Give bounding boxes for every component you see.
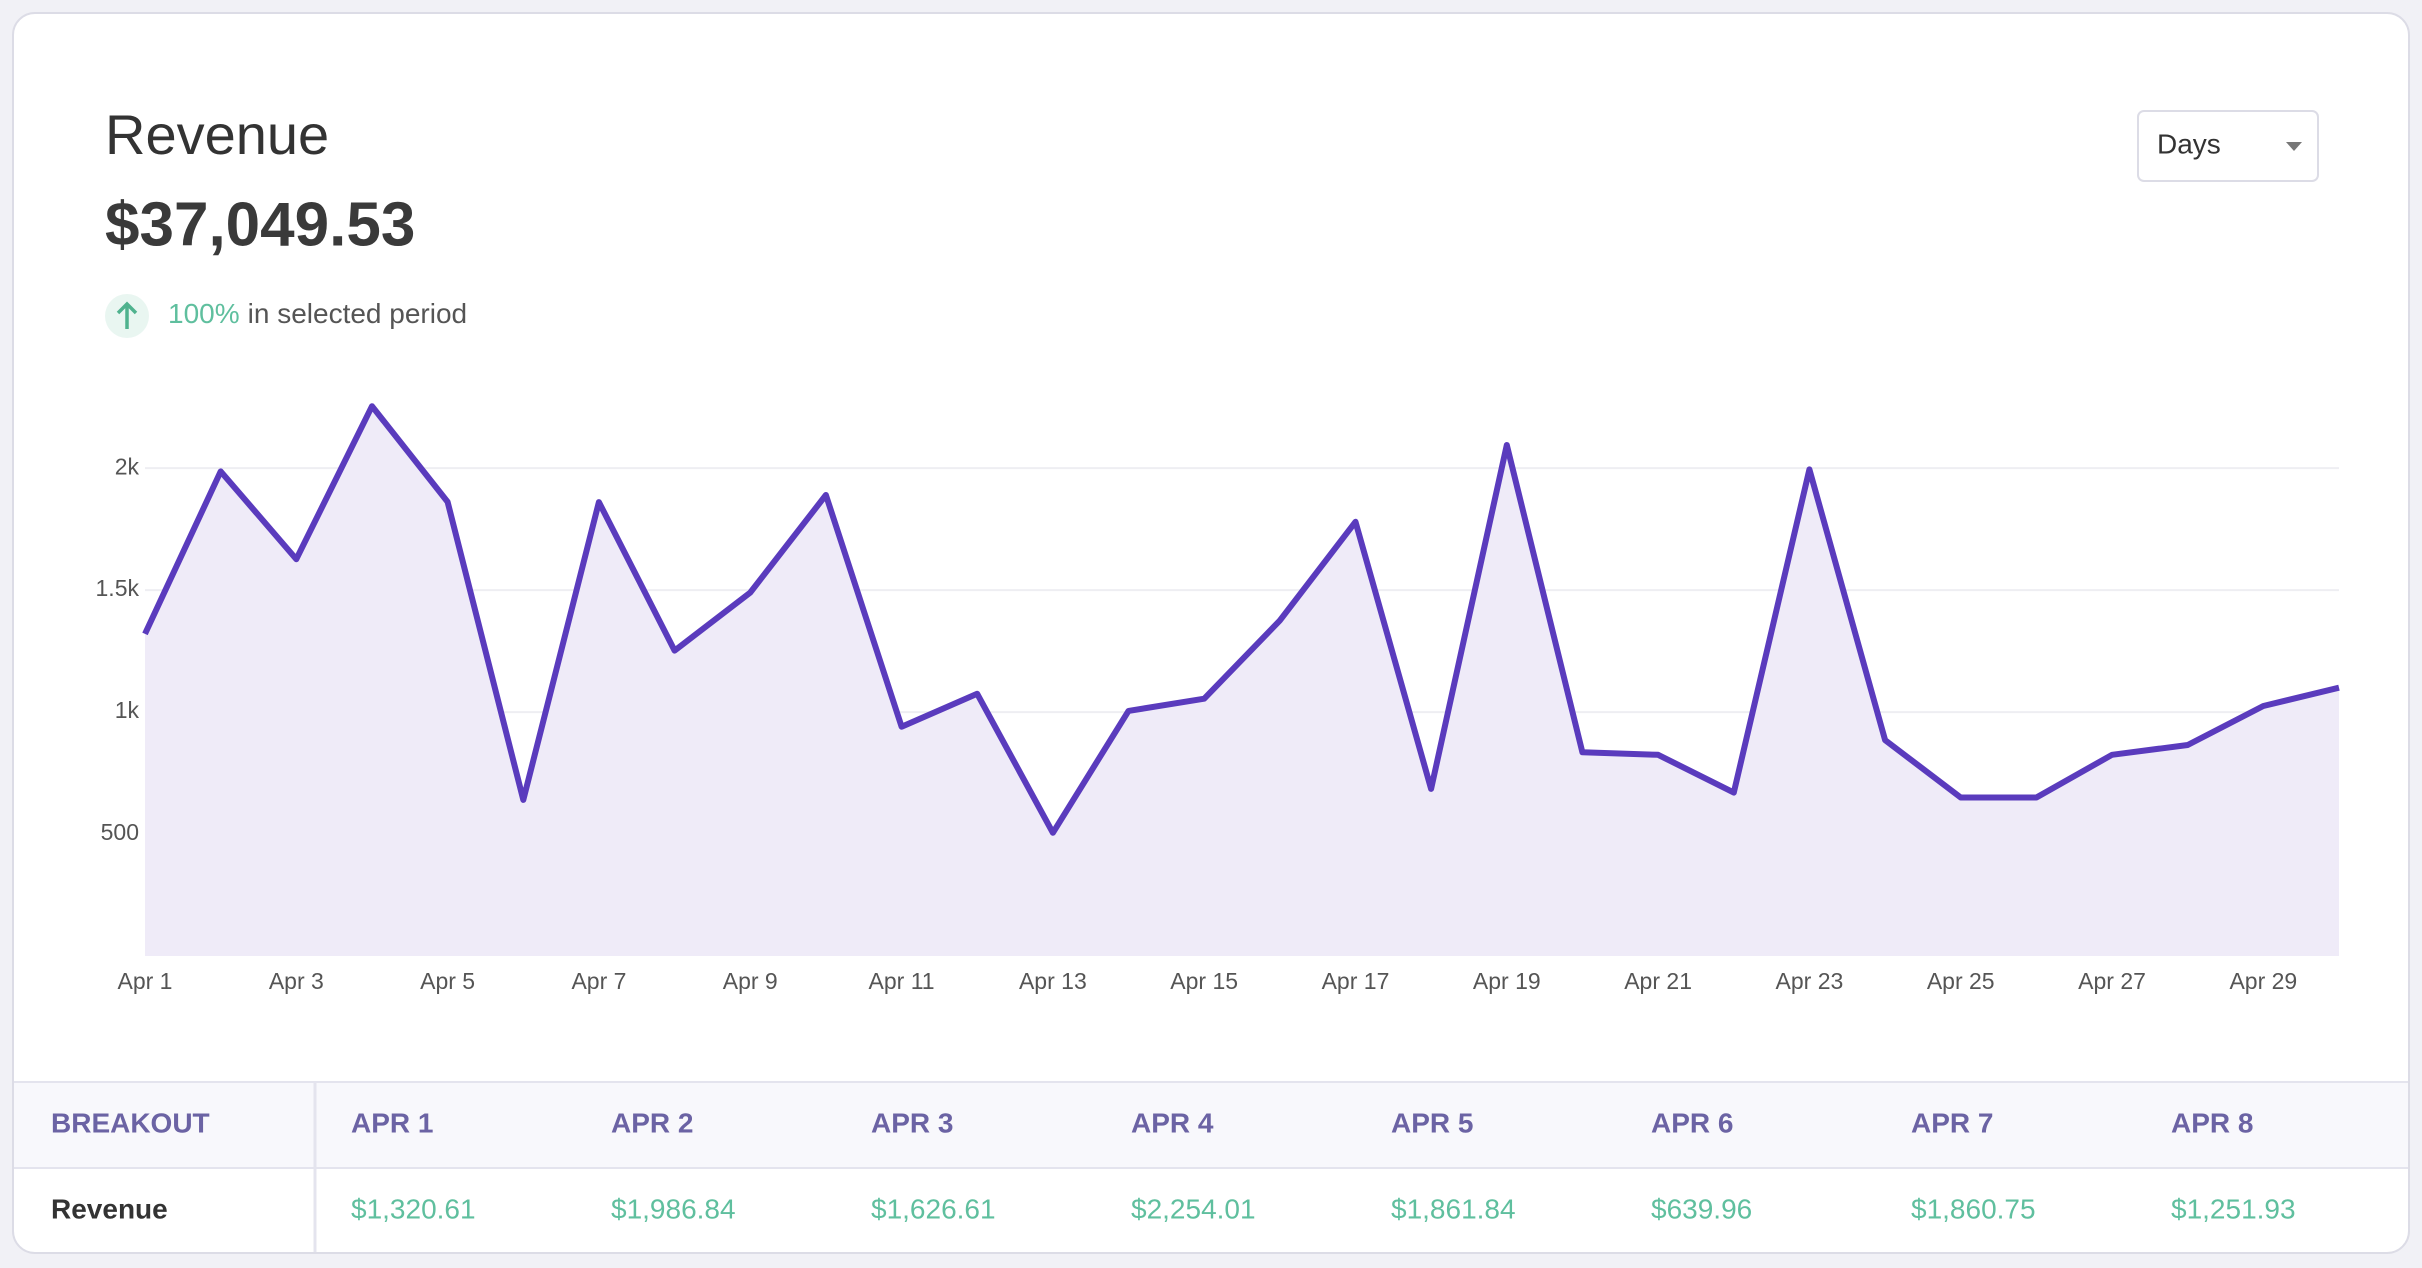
area [145,406,2339,956]
table-cell: $1,320.61 [351,1193,476,1224]
y-tick-label: 2k [115,453,140,479]
table-header-cell: APR 3 [871,1107,953,1138]
table-cell: $1,626.61 [871,1193,996,1224]
table-header-cell: APR 4 [1131,1107,1214,1138]
x-tick-label: Apr 23 [1776,968,1844,994]
table-header-cell: APR 6 [1651,1107,1733,1138]
change-text: in selected period [248,298,467,329]
y-tick-label: 1.5k [96,575,140,601]
table-cell: $1,251.93 [2171,1193,2296,1224]
table-header-cell: APR 5 [1391,1107,1473,1138]
table-cell: $1,986.84 [611,1193,736,1224]
x-tick-label: Apr 21 [1624,968,1692,994]
select-box[interactable] [2137,110,2319,182]
x-tick-label: Apr 7 [571,968,626,994]
change-line: 100% in selected period [168,298,467,329]
x-tick-label: Apr 11 [869,968,935,994]
change-value: 100% [168,298,240,329]
x-tick-label: Apr 3 [269,968,324,994]
x-tick-label: Apr 25 [1927,968,1995,994]
x-tick-label: Apr 17 [1322,968,1390,994]
total-value: $37,049.53 [105,190,415,259]
card-title: Revenue [105,103,329,166]
table-header-cell: APR 2 [611,1107,693,1138]
table: BREAKOUT APR 1 APR 2 APR 3 APR 4 APR 5 APR 6 AP… [51,1107,2296,1224]
x-tick-label: Apr 9 [723,968,778,994]
table-header-cell: APR 8 [2171,1107,2253,1138]
line [142,403,2340,836]
table-header-cell: APR 1 [351,1107,433,1138]
select-caret [2286,142,2302,151]
period-select[interactable]: Days [2137,110,2319,182]
table-cell: $1,861.84 [1391,1193,1516,1224]
x-tick-label: Apr 5 [420,968,475,994]
select-value[interactable]: Days [2157,128,2221,159]
y-tick-label: 1k [115,697,140,723]
table-cell: $1,860.75 [1911,1193,2036,1224]
table-header-cell: APR 7 [1911,1107,1993,1138]
table-header-bg [14,1082,2408,1168]
x-tick-label: Apr 19 [1473,968,1541,994]
x-tick-label: Apr 15 [1170,968,1238,994]
table-header-cell: BREAKOUT [51,1107,210,1138]
x-tick-label: Apr 1 [118,968,173,994]
trend-arrow [116,301,138,329]
y-tick-label: 500 [101,819,139,845]
row-label: Revenue [51,1193,168,1224]
x-tick-label: Apr 29 [2229,968,2297,994]
chart: 500 1k 1.5k 2k Apr 1 Apr 3 Apr 5 Apr 7 Apr 9 Apr … [96,403,2340,994]
x-tick-label: Apr 27 [2078,968,2146,994]
x-tick-label: Apr 13 [1019,968,1087,994]
table-cell: $639.96 [1651,1193,1752,1224]
table-cell: $2,254.01 [1131,1193,1256,1224]
